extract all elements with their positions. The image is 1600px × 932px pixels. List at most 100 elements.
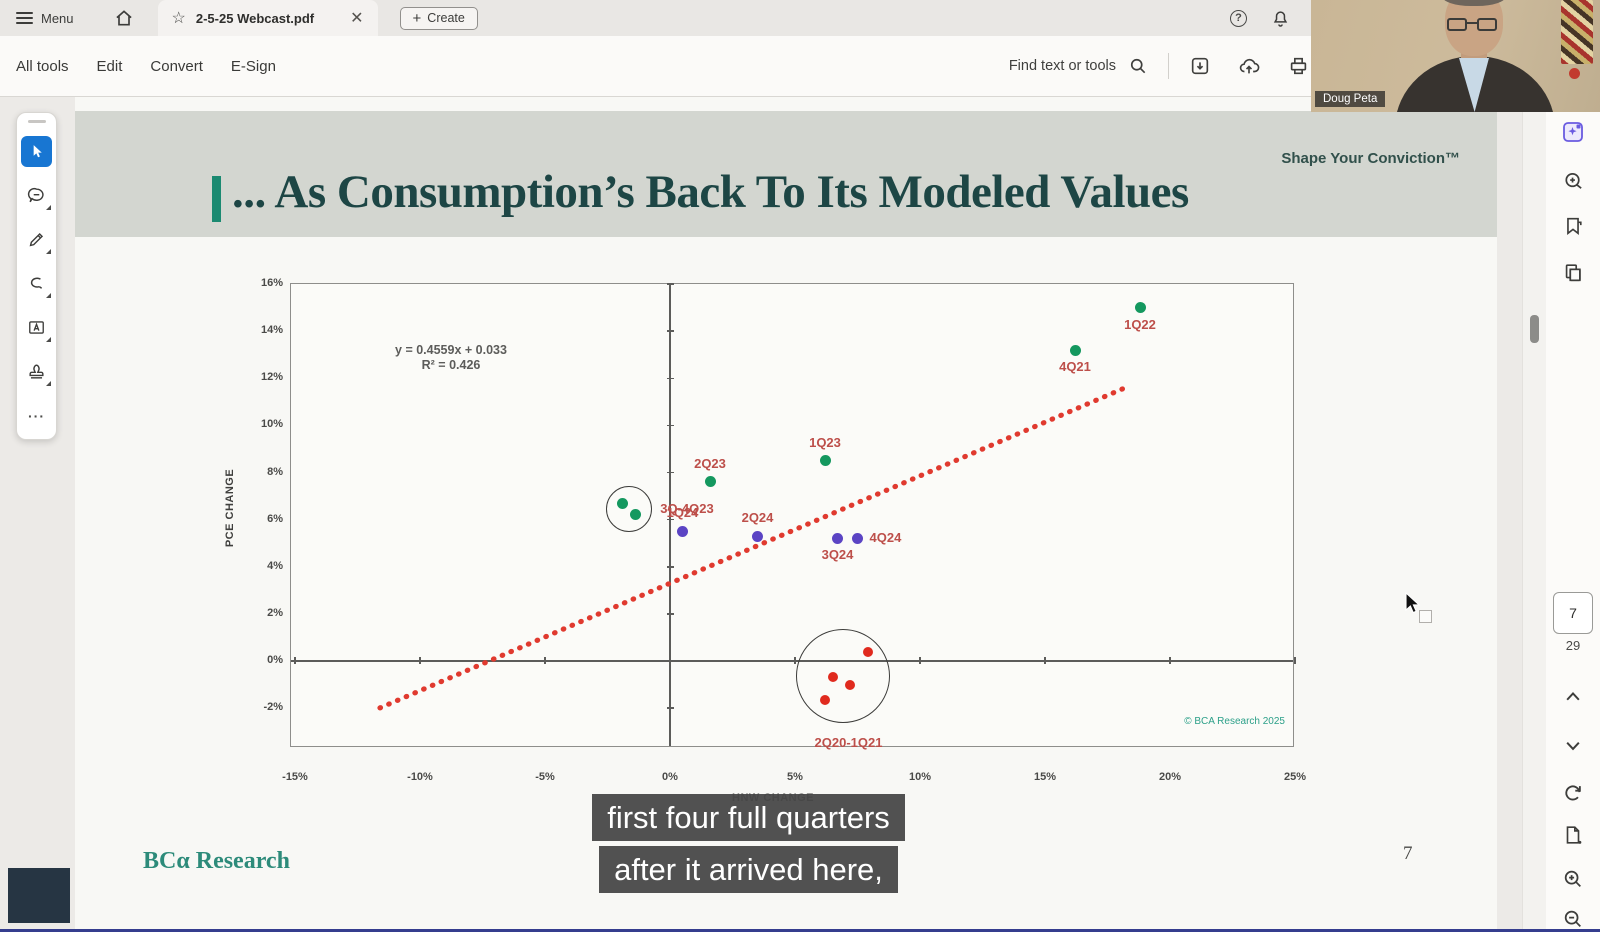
data-point (1134, 302, 1146, 314)
slide-header-band (75, 111, 1497, 237)
rotate-icon (1565, 785, 1581, 801)
bell-icon[interactable] (1271, 9, 1290, 28)
document-tab[interactable]: ☆ 2-5-25 Webcast.pdf ✕ (157, 0, 378, 36)
more-icon: ··· (28, 407, 45, 424)
draw-tool-button[interactable] (21, 224, 52, 255)
home-button[interactable] (114, 8, 134, 28)
x-tick-label: -10% (407, 771, 433, 783)
stamp-tool-button[interactable] (21, 356, 52, 387)
y-tick-label: 8% (267, 465, 283, 478)
x-tick-label: 0% (662, 771, 678, 783)
annotate-page-icon (1566, 826, 1582, 844)
convert-menu[interactable]: Convert (150, 57, 203, 75)
regression-equation: y = 0.4559x + 0.033 R² = 0.426 (395, 343, 507, 372)
x-tick-label: 25% (1283, 771, 1307, 783)
data-point (819, 455, 831, 467)
chevron-up-icon (1566, 692, 1580, 701)
tab-title: 2-5-25 Webcast.pdf (195, 10, 315, 26)
zoom-out-button[interactable] (1546, 908, 1600, 930)
trend-line (377, 384, 1131, 711)
chevron-down-icon (1566, 741, 1580, 751)
current-page-box[interactable]: 7 (1546, 592, 1600, 634)
data-point-label: 1Q24 (666, 505, 699, 521)
data-point-label: 2Q23 (694, 455, 726, 471)
drag-handle[interactable] (27, 120, 46, 123)
select-tool-icon (33, 145, 42, 158)
data-point-label: 2Q20-1Q21 (814, 734, 883, 750)
zoom-in-button[interactable] (1546, 868, 1600, 890)
x-tick-label: 10% (908, 771, 932, 783)
menu-button[interactable]: Menu (0, 0, 86, 36)
y-tick-mark (666, 377, 674, 380)
caret-icon (46, 293, 51, 298)
find-text-field[interactable]: Find text or tools (1009, 56, 1148, 76)
data-point-label: 1Q22 (1124, 316, 1156, 332)
y-tick-mark (666, 707, 674, 709)
menu-label: Menu (41, 10, 74, 26)
annotate-page-button[interactable] (1546, 824, 1600, 846)
y-axis-title: PCE CHANGE (224, 468, 236, 548)
presenter-name-tag: Doug Peta (1315, 91, 1386, 107)
ai-assistant-button[interactable] (1546, 120, 1600, 144)
x-tick-mark (419, 657, 421, 664)
caption-line-2: after it arrived here, (599, 846, 898, 893)
previous-page-button[interactable] (1546, 688, 1600, 704)
caption-line-1: first four full quarters (592, 794, 905, 841)
scrollbar-thumb[interactable] (1530, 315, 1539, 343)
presenter-head (1445, 0, 1503, 56)
caret-icon (46, 337, 51, 342)
x-tick-mark (1044, 657, 1046, 664)
comment-tool-button[interactable] (21, 180, 52, 211)
x-tick-mark (294, 657, 296, 664)
y-tick-label: 0% (267, 654, 283, 666)
help-icon[interactable]: ? (1230, 9, 1247, 27)
y-tick-label: 16% (260, 277, 283, 290)
edit-menu[interactable]: Edit (96, 57, 123, 75)
data-point (704, 476, 716, 488)
search-document-button[interactable] (1546, 170, 1600, 193)
y-tick-mark (666, 566, 674, 568)
slide-title: ... As Consumption’s Back To Its Modeled… (232, 166, 1189, 218)
data-point (1069, 344, 1081, 356)
y-tick-label: 12% (260, 371, 283, 384)
next-page-button[interactable] (1546, 738, 1600, 754)
lasso-icon (30, 277, 43, 289)
comment-icon (27, 187, 44, 203)
annotation-circle (605, 486, 652, 533)
close-icon[interactable]: ✕ (350, 10, 364, 27)
chart-copyright: © BCA Research 2025 (1184, 716, 1285, 727)
document-scrollbar[interactable] (1522, 97, 1546, 932)
y-tick-mark (666, 471, 674, 474)
wall-ornament (1569, 68, 1580, 79)
all-tools-menu[interactable]: All tools (16, 57, 69, 75)
page-thumbnails-button[interactable] (1546, 262, 1600, 284)
search-document-icon (1564, 172, 1582, 189)
draw-icon (29, 232, 44, 247)
cloud-upload-icon[interactable] (1237, 55, 1261, 77)
presenter-hair (1442, 0, 1506, 6)
more-tools-button[interactable]: ··· (21, 400, 52, 431)
data-point (832, 532, 843, 544)
select-tool-button[interactable] (21, 136, 52, 167)
y-tick-label: 14% (260, 324, 283, 337)
closed-captions: first four full quarters after it arrive… (0, 794, 1497, 893)
x-tick-label: -5% (535, 771, 555, 783)
esign-menu[interactable]: E-Sign (230, 57, 276, 75)
dark-corner-square (8, 868, 70, 923)
x-tick-mark (794, 657, 796, 664)
rotate-page-button[interactable] (1546, 782, 1600, 804)
lasso-tool-button[interactable] (21, 268, 52, 299)
save-icon[interactable] (1189, 55, 1211, 77)
x-axis-line (291, 660, 1293, 662)
y-tick-mark (666, 613, 674, 615)
presenter-webcam: Doug Peta (1311, 0, 1600, 112)
y-tick-label: 2% (267, 606, 283, 619)
add-text-tool-button[interactable] (21, 312, 52, 343)
bookmarks-button[interactable] (1546, 215, 1600, 237)
create-tab-button[interactable]: + Create (399, 6, 478, 30)
bca-research-logo: BCα Research (143, 848, 290, 874)
star-icon[interactable]: ☆ (171, 10, 186, 27)
caret-icon (46, 249, 51, 254)
print-icon[interactable] (1287, 55, 1310, 77)
y-tick-label: 6% (267, 512, 283, 525)
